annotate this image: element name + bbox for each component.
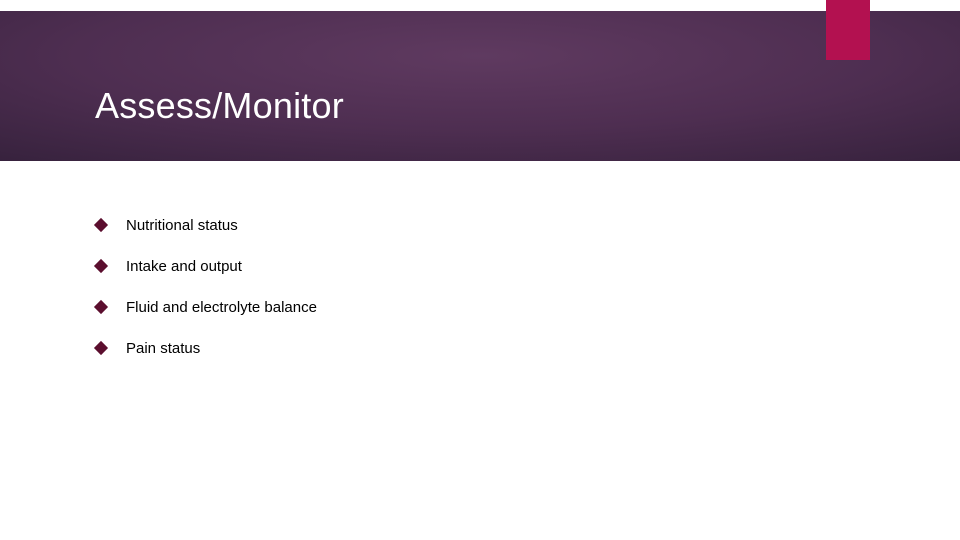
slide: Assess/Monitor Nutritional status Intake… [0,0,960,540]
diamond-bullet-icon [94,300,108,314]
header-band: Assess/Monitor [0,11,960,161]
accent-tab [826,0,870,60]
diamond-bullet-icon [94,218,108,232]
list-item: Fluid and electrolyte balance [96,297,317,317]
bullet-text: Intake and output [126,258,242,275]
bullet-text: Fluid and electrolyte balance [126,299,317,316]
slide-title: Assess/Monitor [95,85,344,127]
bullet-text: Nutritional status [126,217,238,234]
diamond-bullet-icon [94,259,108,273]
bullet-text: Pain status [126,340,200,357]
diamond-bullet-icon [94,341,108,355]
bullet-list: Nutritional status Intake and output Flu… [96,215,317,379]
list-item: Nutritional status [96,215,317,235]
list-item: Pain status [96,338,317,358]
list-item: Intake and output [96,256,317,276]
